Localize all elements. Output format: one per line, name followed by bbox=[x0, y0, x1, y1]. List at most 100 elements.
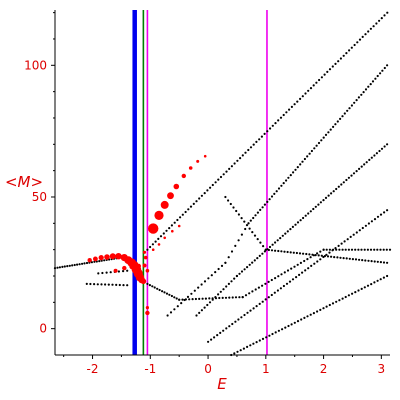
data-point bbox=[126, 284, 129, 287]
data-point bbox=[214, 271, 217, 274]
data-point bbox=[176, 305, 179, 308]
data-point bbox=[276, 239, 279, 242]
data-point bbox=[173, 296, 176, 299]
data-point bbox=[376, 260, 379, 263]
data-point bbox=[270, 293, 273, 297]
data-point-red bbox=[148, 223, 159, 234]
data-point bbox=[320, 139, 323, 142]
data-point bbox=[219, 175, 223, 179]
data-point bbox=[328, 248, 331, 251]
data-point bbox=[351, 292, 354, 295]
data-point bbox=[381, 69, 384, 72]
data-point bbox=[151, 243, 154, 246]
data-point bbox=[339, 256, 342, 259]
data-point bbox=[252, 216, 255, 220]
data-point bbox=[367, 85, 370, 88]
data-point bbox=[104, 283, 107, 286]
data-point bbox=[382, 276, 385, 279]
data-point bbox=[198, 297, 201, 300]
data-point bbox=[320, 254, 323, 257]
data-point bbox=[244, 151, 247, 154]
data-point bbox=[350, 248, 354, 251]
data-point bbox=[334, 62, 337, 65]
data-point bbox=[273, 291, 276, 294]
data-point bbox=[346, 109, 349, 112]
data-point bbox=[328, 303, 331, 307]
data-point bbox=[288, 108, 291, 111]
data-point bbox=[340, 183, 343, 186]
data-point bbox=[198, 311, 201, 314]
data-point bbox=[369, 83, 372, 86]
data-point bbox=[243, 220, 246, 223]
data-point bbox=[301, 95, 304, 98]
data-point bbox=[376, 215, 380, 218]
x-tick-label: -2 bbox=[87, 362, 99, 376]
data-point bbox=[373, 260, 376, 263]
data-point bbox=[327, 194, 330, 197]
data-point bbox=[293, 321, 296, 324]
data-point bbox=[361, 226, 364, 230]
data-point bbox=[300, 318, 303, 321]
data-point bbox=[179, 216, 182, 219]
data-point bbox=[261, 300, 264, 303]
data-point bbox=[227, 256, 230, 259]
data-point bbox=[154, 240, 157, 243]
data-point bbox=[322, 199, 325, 202]
data-point bbox=[380, 147, 384, 150]
data-point bbox=[188, 298, 191, 301]
data-point bbox=[234, 296, 238, 299]
data-point bbox=[173, 308, 176, 311]
data-point bbox=[378, 149, 381, 153]
data-point bbox=[379, 248, 382, 251]
data-point bbox=[203, 192, 206, 195]
data-point bbox=[249, 309, 252, 312]
data-point bbox=[332, 190, 335, 193]
data-point bbox=[322, 248, 325, 251]
data-point bbox=[291, 225, 294, 228]
data-point bbox=[96, 283, 99, 286]
data-point bbox=[200, 283, 203, 286]
data-point bbox=[107, 283, 110, 286]
data-point-red bbox=[122, 265, 127, 271]
data-point bbox=[194, 297, 197, 301]
data-point bbox=[293, 103, 296, 106]
data-point-red bbox=[143, 255, 148, 260]
data-point bbox=[312, 312, 315, 315]
data-point bbox=[290, 323, 293, 326]
data-point bbox=[373, 281, 376, 284]
data-point bbox=[255, 140, 258, 143]
data-point bbox=[309, 256, 312, 259]
data-point bbox=[89, 282, 92, 286]
data-point bbox=[296, 166, 299, 169]
data-point bbox=[274, 331, 277, 334]
data-point bbox=[350, 46, 353, 49]
data-point bbox=[314, 254, 317, 257]
data-point bbox=[331, 249, 334, 252]
data-point bbox=[264, 282, 267, 285]
data-point bbox=[309, 313, 312, 316]
data-point-red bbox=[163, 236, 166, 240]
data-point bbox=[331, 65, 334, 68]
data-point bbox=[337, 60, 340, 63]
x-axis-label: E bbox=[217, 375, 227, 393]
data-point-red bbox=[188, 166, 193, 170]
data-point bbox=[208, 301, 212, 304]
data-point bbox=[239, 157, 242, 160]
data-point bbox=[63, 265, 66, 268]
data-point bbox=[200, 194, 203, 197]
data-point bbox=[101, 271, 104, 275]
data-point bbox=[264, 298, 267, 301]
data-point bbox=[227, 282, 230, 285]
data-point bbox=[306, 155, 309, 158]
data-point-red bbox=[93, 256, 98, 262]
data-point bbox=[347, 176, 350, 179]
data-point bbox=[302, 216, 305, 220]
data-point bbox=[230, 165, 233, 168]
x-tick-label: 2 bbox=[320, 362, 328, 376]
data-point bbox=[284, 232, 287, 235]
data-point bbox=[317, 254, 320, 257]
data-point bbox=[379, 213, 383, 216]
data-point bbox=[245, 224, 249, 227]
data-point bbox=[219, 331, 222, 334]
data-point bbox=[345, 52, 348, 55]
